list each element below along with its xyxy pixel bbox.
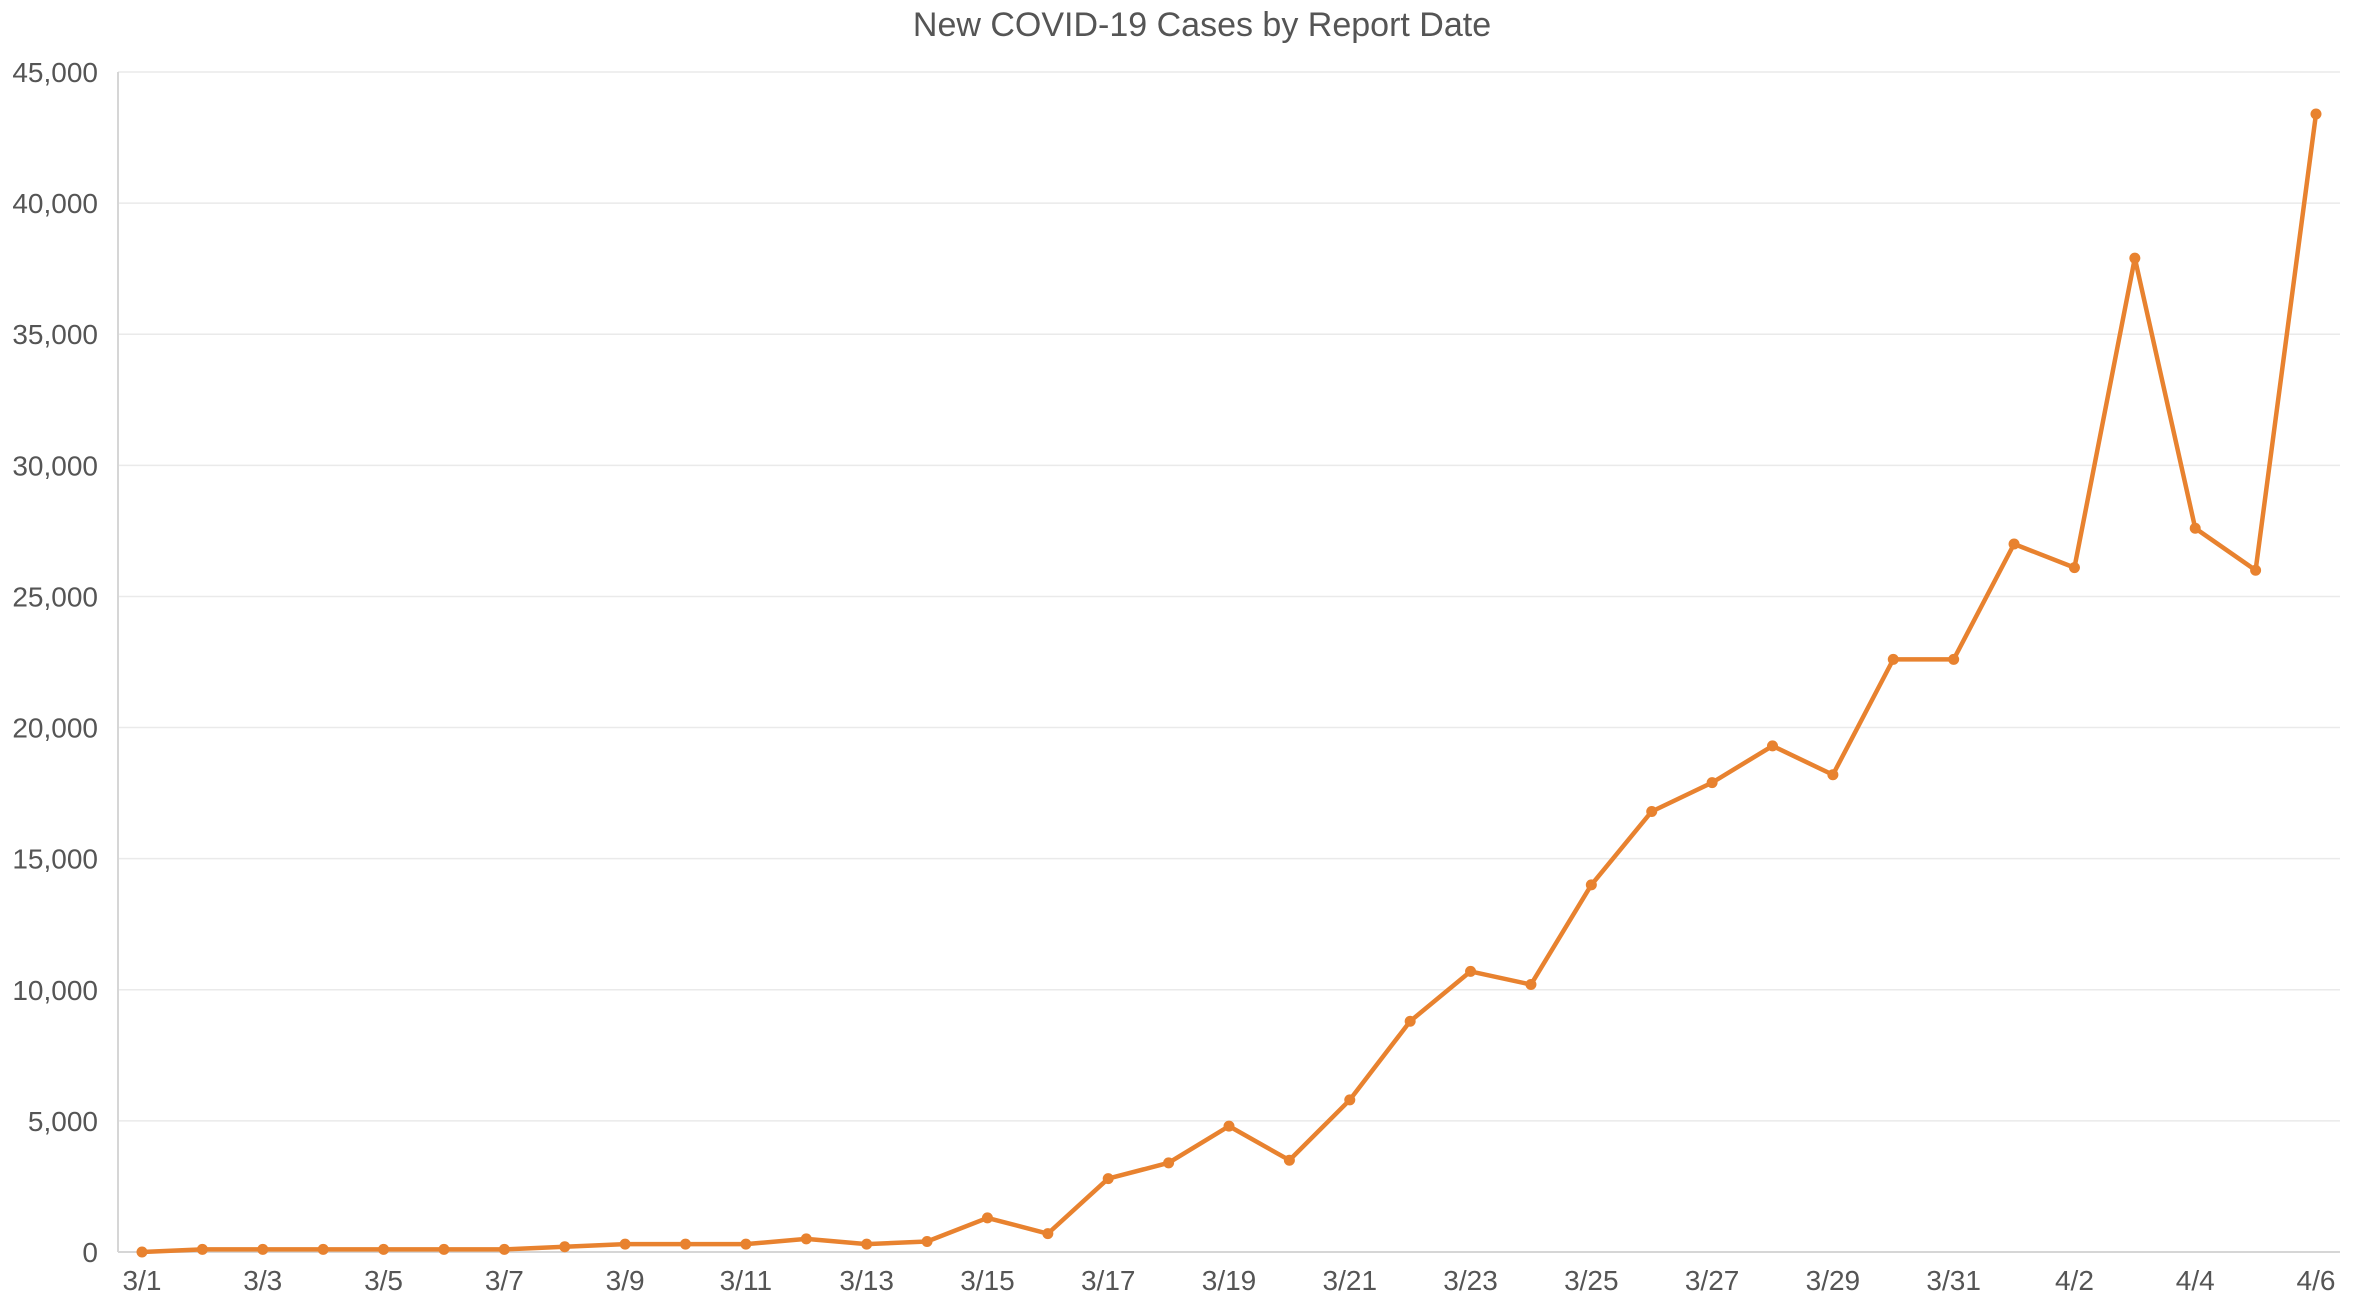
data-point: [1585, 879, 1597, 891]
data-point: [1525, 979, 1537, 991]
y-tick-label: 20,000: [12, 713, 98, 744]
x-tick-label: 3/5: [364, 1265, 403, 1296]
x-tick-label: 3/1: [123, 1265, 162, 1296]
gridlines: [118, 71, 2340, 1122]
data-point: [2310, 108, 2322, 120]
x-tick-label: 3/17: [1081, 1265, 1136, 1296]
y-tick-label: 25,000: [12, 581, 98, 612]
x-tick-label: 3/15: [960, 1265, 1015, 1296]
x-tick-label: 3/11: [720, 1265, 772, 1296]
y-tick-label: 0: [82, 1237, 98, 1268]
x-tick-label: 3/27: [1685, 1265, 1740, 1296]
data-point: [2129, 252, 2141, 264]
x-axis-tick-labels: 3/1 3/3 3/5 3/7 3/9 3/11 3/13 3/15 3/17 3/19 3/21 3…: [123, 1265, 2336, 1296]
y-tick-label: 15,000: [12, 844, 98, 875]
y-tick-label: 40,000: [12, 188, 98, 219]
data-point: [861, 1238, 873, 1250]
data-point: [438, 1243, 450, 1255]
y-axis-tick-labels: 0 5,000 10,000 15,000 20,000 25,000 30,000 35,0…: [12, 57, 98, 1268]
y-tick-label: 35,000: [12, 319, 98, 350]
data-point: [136, 1246, 148, 1258]
data-point: [2189, 522, 2201, 534]
axes: [117, 72, 2340, 1253]
data-point: [1344, 1094, 1356, 1106]
data-point: [1706, 777, 1718, 789]
y-tick-label: 10,000: [12, 975, 98, 1006]
data-point: [257, 1243, 269, 1255]
x-tick-label: 3/13: [839, 1265, 894, 1296]
data-point: [619, 1238, 631, 1250]
data-point: [1042, 1228, 1054, 1240]
y-tick-label: 30,000: [12, 450, 98, 481]
data-point: [1283, 1154, 1295, 1166]
data-point: [1404, 1015, 1416, 1027]
series-layer: [136, 108, 2322, 1258]
x-tick-label: 4/4: [2176, 1265, 2215, 1296]
y-tick-label: 5,000: [28, 1106, 98, 1137]
data-point: [921, 1236, 933, 1248]
x-tick-label: 3/23: [1443, 1265, 1498, 1296]
data-point: [1948, 653, 1960, 665]
data-point: [981, 1212, 993, 1224]
data-point: [800, 1233, 812, 1245]
data-point: [2068, 562, 2080, 574]
data-point: [1887, 653, 1899, 665]
x-tick-label: 4/6: [2297, 1265, 2336, 1296]
data-point: [1465, 965, 1477, 977]
chart-title: New COVID-19 Cases by Report Date: [913, 6, 1491, 44]
data-point: [378, 1243, 390, 1255]
x-tick-label: 3/3: [243, 1265, 282, 1296]
y-tick-label: 45,000: [12, 57, 98, 88]
x-tick-label: 3/19: [1202, 1265, 1257, 1296]
data-point: [1767, 740, 1778, 752]
data-point: [740, 1238, 752, 1250]
data-point: [196, 1243, 208, 1255]
data-point: [1827, 769, 1839, 781]
data-point: [2008, 538, 2020, 550]
data-point: [559, 1241, 571, 1253]
data-point: [1102, 1173, 1114, 1185]
x-tick-label: 3/7: [485, 1265, 524, 1296]
data-point: [2250, 564, 2262, 576]
data-point: [680, 1238, 691, 1250]
data-point: [1223, 1120, 1235, 1132]
x-tick-label: 3/21: [1323, 1265, 1378, 1296]
series-line: [139, 111, 2319, 1255]
x-tick-label: 3/9: [606, 1265, 645, 1296]
data-point: [1646, 805, 1658, 817]
x-tick-label: 3/29: [1806, 1265, 1861, 1296]
x-tick-label: 3/31: [1926, 1265, 1981, 1296]
data-point: [317, 1243, 329, 1255]
x-tick-label: 3/25: [1564, 1265, 1619, 1296]
data-point: [1163, 1157, 1175, 1169]
data-point: [498, 1243, 510, 1255]
x-tick-label: 4/2: [2055, 1265, 2094, 1296]
